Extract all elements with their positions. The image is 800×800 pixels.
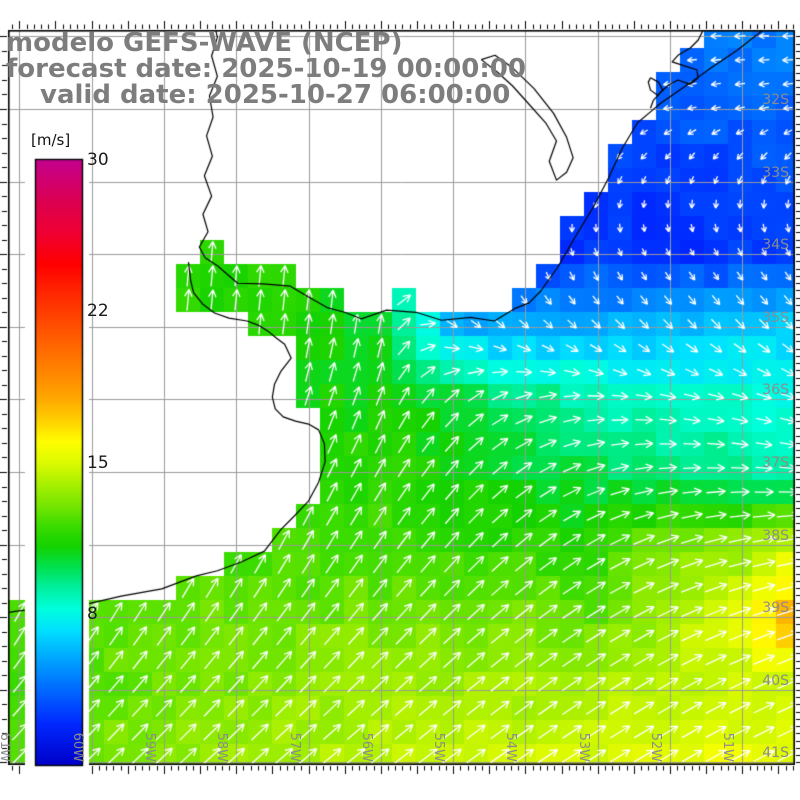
title-block: modelo GEFS-WAVE (NCEP) forecast date: 2… xyxy=(6,30,526,108)
model-title: modelo GEFS-WAVE (NCEP) xyxy=(6,28,403,58)
valid-date: valid date: 2025-10-27 06:00:00 xyxy=(40,80,511,110)
forecast-date: forecast date: 2025-10-19 00:00:00 xyxy=(6,54,526,84)
colorbar-unit-label: [m/s] xyxy=(31,131,71,149)
